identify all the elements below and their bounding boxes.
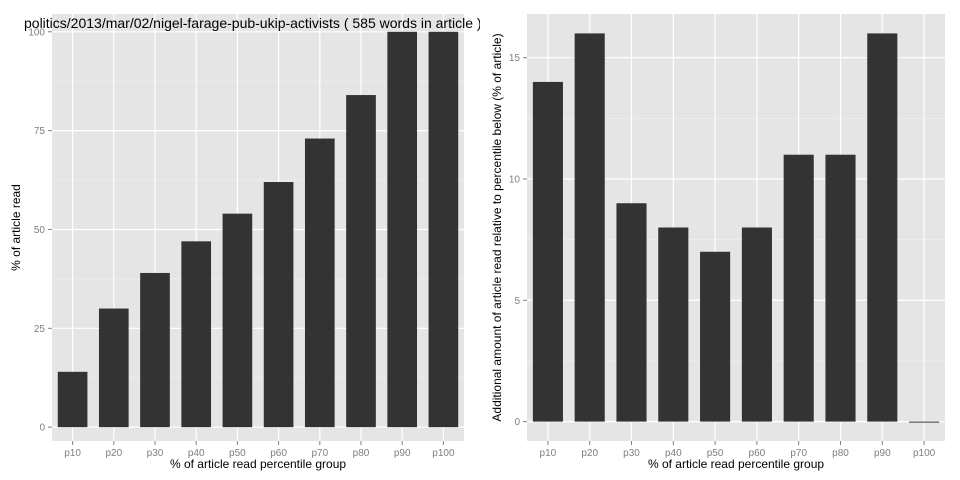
x-tick-label-p40: p40	[665, 448, 682, 459]
x-tick-label-p90: p90	[874, 448, 891, 459]
x-tick-label-p50: p50	[707, 448, 724, 459]
bar-p10	[532, 81, 563, 422]
bars-right	[532, 33, 940, 423]
y-tick-label: 10	[509, 174, 521, 185]
y-ticks-right: 0 5 10 15	[509, 53, 527, 428]
x-tick-label-p30: p30	[623, 448, 640, 459]
x-tick-label-p100: p100	[432, 448, 455, 459]
bar-p100	[909, 421, 940, 423]
bar-p50	[222, 213, 253, 428]
x-tick-label-p50: p50	[229, 448, 246, 459]
x-tick-label-p10: p10	[64, 448, 81, 459]
bar-p90	[387, 31, 418, 428]
bars-left	[57, 31, 459, 428]
x-axis-label-left: % of article read percentile group	[170, 457, 346, 471]
x-tick-label-p70: p70	[790, 448, 807, 459]
bar-p30	[140, 272, 170, 428]
bar-p80	[825, 154, 856, 422]
y-tick-label: 15	[509, 53, 521, 64]
y-tick-label: 100	[28, 27, 45, 38]
bar-p90	[867, 33, 898, 422]
bar-p80	[346, 95, 376, 428]
bar-p30	[616, 203, 647, 422]
y-tick-label: 75	[34, 126, 46, 137]
bar-p10	[57, 371, 88, 428]
bar-p20	[574, 33, 605, 422]
y-axis-label-left: % of article read	[9, 184, 23, 271]
x-tick-label-p20: p20	[581, 448, 598, 459]
bar-p70	[304, 138, 335, 428]
x-ticks-right: p10 p20 p30 p40 p50 p60 p70 p80 p90 p100	[540, 441, 936, 459]
y-tick-label: 25	[34, 324, 46, 335]
x-tick-label-p100: p100	[913, 448, 936, 459]
x-ticks-left: p10 p20 p30 p40 p50 p60 p70 p80 p90 p100	[64, 441, 455, 459]
x-tick-label-p40: p40	[188, 448, 205, 459]
x-tick-label-p30: p30	[147, 448, 164, 459]
x-tick-label-p60: p60	[270, 448, 287, 459]
x-tick-label-p60: p60	[749, 448, 766, 459]
y-axis-label-right: Additional amount of article read relati…	[490, 33, 504, 421]
chart-title: politics/2013/mar/02/nigel-farage-pub-uk…	[24, 15, 482, 31]
bar-p20	[98, 308, 129, 428]
bar-p60	[263, 182, 294, 428]
y-tick-label: 0	[39, 423, 45, 434]
bar-p100	[428, 31, 459, 428]
x-tick-label-p90: p90	[394, 448, 411, 459]
y-tick-label: 0	[514, 417, 520, 428]
bar-p40	[658, 227, 689, 422]
x-tick-label-p20: p20	[105, 448, 122, 459]
x-tick-label-p70: p70	[311, 448, 328, 459]
y-ticks-left: 0 25 50 75 100	[28, 27, 52, 434]
x-tick-label-p80: p80	[832, 448, 849, 459]
x-tick-label-p10: p10	[540, 448, 557, 459]
x-tick-label-p80: p80	[353, 448, 370, 459]
x-axis-label-right: % of article read percentile group	[648, 457, 824, 471]
bar-p70	[783, 154, 814, 422]
chart-right: 0 5 10 15 p10 p20 p30 p40 p50 p60 p70 p80 p90 p100 %…	[490, 14, 945, 471]
bar-p40	[181, 241, 212, 428]
bar-p50	[700, 251, 731, 422]
y-tick-label: 5	[514, 296, 520, 307]
bar-p60	[741, 227, 772, 422]
y-tick-label: 50	[34, 225, 46, 236]
